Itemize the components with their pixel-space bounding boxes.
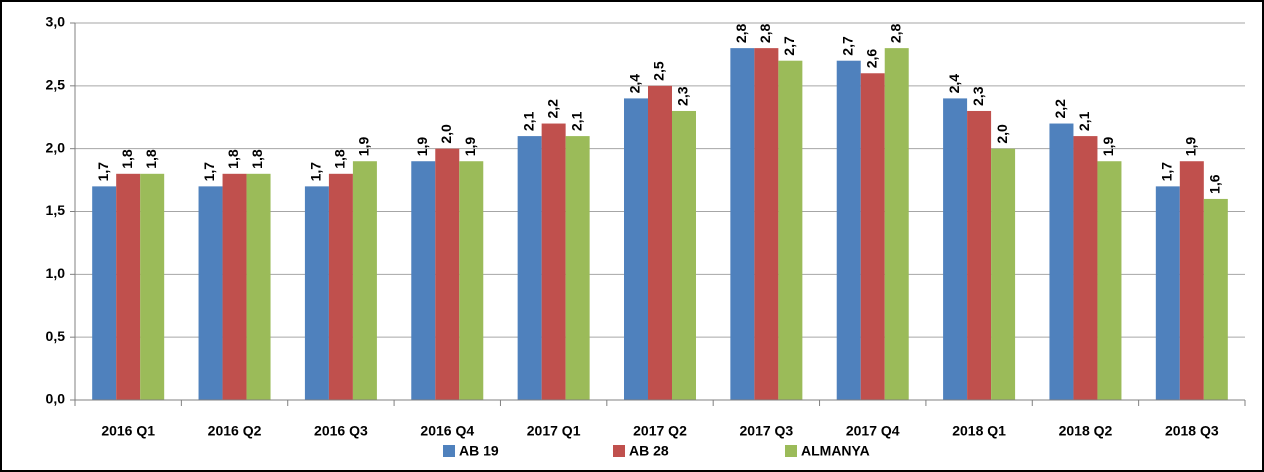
x-tick-label: 2017 Q3: [740, 423, 794, 439]
legend-label: AB 28: [629, 443, 669, 459]
y-tick-label: 1,0: [46, 265, 66, 281]
value-label: 1,9: [1100, 137, 1116, 157]
bar: [1097, 161, 1122, 400]
legend-label: ALMANYA: [801, 443, 870, 459]
y-tick-label: 0,0: [46, 391, 66, 407]
value-label: 1,8: [332, 149, 348, 169]
bar: [672, 110, 696, 400]
value-label: 2,7: [781, 36, 797, 56]
bar: [246, 173, 271, 400]
value-label: 2,8: [757, 23, 773, 43]
bar: [836, 60, 861, 400]
value-label: 2,2: [1052, 99, 1068, 119]
x-tick-label: 2016 Q3: [314, 423, 368, 439]
value-label: 2,1: [568, 111, 584, 131]
value-label: 1,7: [1159, 162, 1175, 182]
bar: [754, 48, 779, 401]
bar: [140, 173, 165, 400]
x-tick-label: 2018 Q1: [952, 423, 1006, 439]
bar: [991, 148, 1016, 400]
value-label: 2,3: [970, 86, 986, 106]
legend-swatch: [613, 445, 625, 457]
bar: [517, 136, 542, 400]
bar: [860, 73, 885, 401]
bar: [730, 48, 755, 401]
bar: [92, 186, 117, 400]
x-tick-label: 2017 Q4: [846, 423, 900, 439]
value-label: 1,8: [119, 149, 135, 169]
value-label: 2,1: [1076, 111, 1092, 131]
y-tick-label: 2,0: [46, 139, 66, 155]
x-tick-label: 2018 Q2: [1059, 423, 1113, 439]
bar: [1073, 136, 1098, 400]
bar: [648, 85, 672, 400]
value-label: 1,7: [308, 162, 324, 182]
bar: [352, 161, 377, 400]
bar: [304, 186, 329, 400]
bar: [411, 161, 436, 400]
y-tick-label: 3,0: [46, 14, 66, 30]
bar: [884, 48, 909, 401]
x-tick-label: 2016 Q2: [208, 423, 262, 439]
bar: [198, 186, 223, 400]
bar: [328, 173, 353, 400]
value-label: 1,8: [225, 149, 241, 169]
value-label: 1,9: [1183, 137, 1199, 157]
x-tick-label: 2016 Q4: [420, 423, 474, 439]
value-label: 1,9: [356, 137, 372, 157]
value-label: 2,8: [887, 23, 903, 43]
bar: [1155, 186, 1180, 400]
x-tick-label: 2017 Q2: [633, 423, 687, 439]
value-label: 2,0: [994, 124, 1010, 144]
legend-swatch: [443, 445, 455, 457]
value-label: 2,3: [675, 86, 691, 106]
y-tick-label: 1,5: [46, 202, 66, 218]
x-tick-label: 2018 Q3: [1165, 423, 1219, 439]
value-label: 2,5: [651, 61, 667, 81]
value-label: 2,4: [946, 74, 962, 94]
value-label: 1,8: [143, 149, 159, 169]
bar: [541, 123, 566, 401]
bar: [459, 161, 484, 400]
bar: [943, 98, 968, 401]
x-tick-label: 2017 Q1: [527, 423, 581, 439]
bar: [624, 98, 648, 401]
value-label: 1,9: [462, 137, 478, 157]
x-tick-label: 2016 Q1: [101, 423, 155, 439]
value-label: 1,7: [201, 162, 217, 182]
value-label: 2,4: [627, 74, 643, 94]
value-label: 1,7: [95, 162, 111, 182]
value-label: 2,6: [863, 49, 879, 69]
bar: [1203, 198, 1228, 400]
value-label: 1,8: [249, 149, 265, 169]
bar: [222, 173, 247, 400]
value-label: 1,9: [414, 137, 430, 157]
bar: [1049, 123, 1074, 401]
bar: [778, 60, 803, 400]
value-label: 2,2: [544, 99, 560, 119]
y-tick-label: 2,5: [46, 77, 66, 93]
value-label: 2,1: [520, 111, 536, 131]
bar: [116, 173, 141, 400]
bar: [967, 110, 992, 400]
value-label: 2,8: [733, 23, 749, 43]
value-label: 1,6: [1207, 174, 1223, 194]
y-tick-label: 0,5: [46, 328, 66, 344]
bar: [1179, 161, 1204, 400]
legend-swatch: [785, 445, 797, 457]
value-label: 2,0: [438, 124, 454, 144]
bar: [565, 136, 590, 400]
bar: [435, 148, 460, 400]
legend-label: AB 19: [459, 443, 499, 459]
value-label: 2,7: [839, 36, 855, 56]
